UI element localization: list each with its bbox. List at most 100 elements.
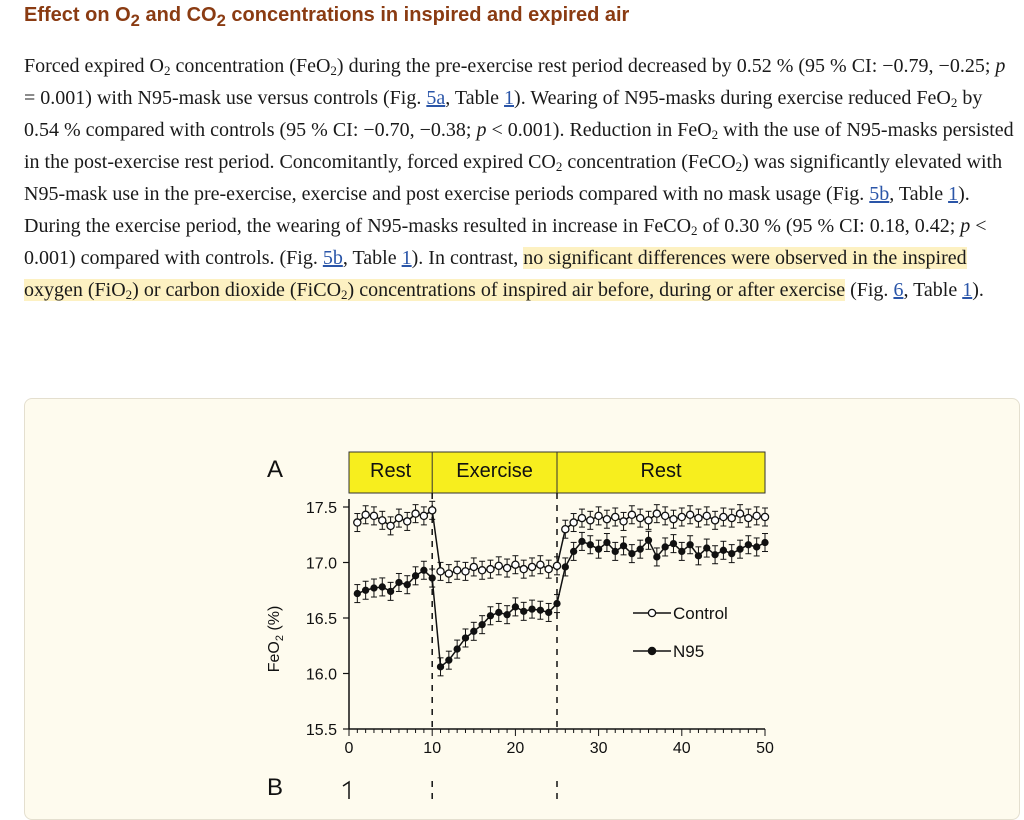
table-1-link[interactable]: 1 [948, 183, 959, 205]
legend-entry-n95: N95 [633, 642, 704, 661]
x-tick-label: 20 [507, 740, 525, 757]
phase-label: Rest [370, 460, 412, 482]
data-point [711, 551, 719, 559]
data-point [511, 560, 520, 569]
x-tick-label: 40 [673, 740, 691, 757]
legend: Control N95 [633, 604, 728, 661]
text-run: = 0.001) with N95-mask use versus contro… [24, 87, 427, 109]
text-run: ). In contrast, [411, 247, 524, 269]
heading-subscript: 2 [130, 11, 140, 30]
data-point [386, 521, 395, 531]
text-run: concentration (FeO [170, 55, 331, 77]
legend-entry-control: Control [633, 604, 728, 623]
data-point [727, 513, 736, 523]
data-point [619, 517, 628, 526]
y-tick-label: 15.5 [306, 722, 337, 739]
data-point [661, 543, 669, 551]
phase-label: Exercise [456, 460, 533, 482]
data-point [353, 589, 361, 598]
data-point [636, 545, 644, 553]
data-point [428, 574, 436, 582]
heading-text: concentrations in inspired and expired a… [225, 4, 630, 26]
figure-5b-link[interactable]: 5b [322, 247, 343, 269]
x-tick-label: 10 [423, 740, 441, 757]
panel-b-axis-stub [342, 780, 558, 799]
data-point [586, 541, 594, 549]
data-point [411, 572, 420, 580]
subscript: 2 [950, 95, 958, 110]
legend-marker [647, 608, 657, 618]
data-point [627, 510, 637, 520]
data-point [453, 645, 461, 653]
y-tick-label: 16.5 [306, 611, 337, 628]
legend-label: Control [673, 604, 728, 623]
data-point [444, 569, 454, 578]
data-point [761, 538, 769, 547]
x-tick-label: 0 [345, 740, 354, 757]
data-point [519, 564, 528, 574]
axes: 15.5 16.0 16.5 17.0 17.5 0 10 20 30 40 50 [306, 499, 774, 757]
table-1-link[interactable]: 1 [401, 247, 412, 269]
data-point [578, 537, 586, 546]
data-point [452, 566, 462, 575]
figure-5a-link[interactable]: 5a [426, 87, 446, 109]
data-point [402, 517, 412, 526]
data-point [594, 545, 603, 553]
data-point [678, 547, 686, 556]
data-point [394, 513, 404, 523]
data-point [495, 608, 503, 617]
data-point [619, 542, 628, 550]
data-point [461, 567, 470, 576]
subscript: 2 [555, 159, 563, 174]
data-point [677, 512, 687, 522]
data-point [420, 566, 428, 574]
data-point [644, 536, 653, 544]
panel-a-label: A [267, 456, 283, 483]
data-point [561, 524, 570, 534]
series-control [353, 500, 770, 584]
panel-b-axis-start [342, 780, 350, 799]
data-point [527, 562, 537, 572]
y-tick-label: 16.0 [306, 667, 337, 684]
data-point [744, 541, 753, 549]
figure-6-link[interactable]: 6 [893, 279, 904, 301]
data-point [395, 578, 403, 587]
y-tick-label: 17.5 [306, 500, 337, 517]
data-point [411, 509, 420, 518]
text-run: (Fig. [845, 279, 894, 301]
table-1-link[interactable]: 1 [504, 87, 515, 109]
data-point [494, 561, 504, 571]
data-point [477, 566, 487, 575]
data-point [752, 511, 761, 521]
series-line [356, 509, 766, 575]
data-point [736, 545, 744, 553]
data-point [445, 656, 453, 664]
x-tick-label: 50 [756, 740, 774, 757]
data-point [569, 518, 578, 527]
data-point [685, 510, 695, 520]
text-run: ). [972, 279, 984, 301]
figure-5b-link[interactable]: 5b [869, 183, 890, 205]
text-run: with the use of N95-masks persisted in t… [24, 119, 1014, 173]
data-point [528, 605, 536, 613]
data-point [652, 509, 662, 518]
data-point [436, 567, 445, 576]
data-point [520, 607, 528, 615]
data-point [419, 511, 429, 521]
data-point [702, 511, 712, 521]
data-point [686, 541, 694, 549]
table-1-link[interactable]: 1 [962, 279, 973, 301]
subscript: 2 [711, 127, 719, 142]
data-point [669, 539, 678, 548]
data-point [436, 663, 445, 671]
text-run: ) concentrations of inspired air before,… [347, 279, 846, 301]
data-point [536, 560, 545, 569]
data-point [610, 512, 620, 522]
data-point [561, 563, 569, 571]
data-point [502, 563, 512, 573]
data-point [536, 606, 545, 614]
data-point [378, 583, 386, 591]
heading-text: and CO [139, 4, 217, 26]
panel-b-label: B [267, 774, 283, 799]
legend-label: N95 [673, 642, 704, 661]
